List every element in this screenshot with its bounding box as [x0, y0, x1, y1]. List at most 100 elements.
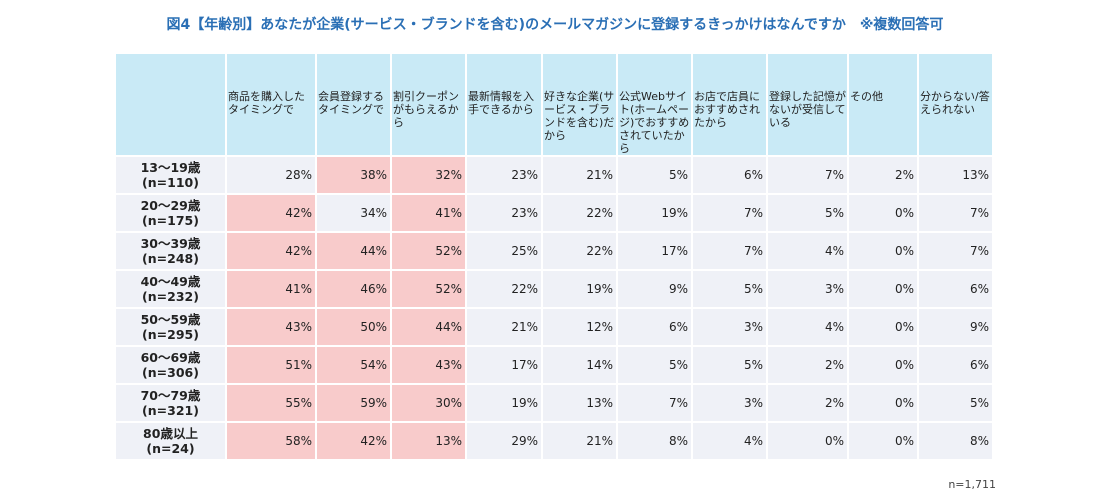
table-cell: 4%: [693, 423, 766, 459]
table-cell: 28%: [227, 157, 315, 193]
table-cell: 21%: [467, 309, 541, 345]
table-cell: 8%: [618, 423, 691, 459]
row-age-label: 40〜49歳: [140, 274, 201, 289]
table-cell: 21%: [543, 423, 616, 459]
table-cell: 3%: [693, 309, 766, 345]
table-cell: 29%: [467, 423, 541, 459]
table-cell: 7%: [693, 195, 766, 231]
table-cell: 43%: [227, 309, 315, 345]
corner-cell: [116, 54, 225, 155]
column-header-label: 会員登録するタイミングで: [318, 90, 384, 116]
table-cell: 42%: [317, 423, 390, 459]
row-sample-size: (n=306): [142, 365, 199, 380]
table-cell: 6%: [919, 347, 992, 383]
row-sample-size: (n=248): [142, 251, 199, 266]
row-header: 20〜29歳 (n=175): [116, 195, 225, 231]
column-header: 割引クーポンがもらえるから: [392, 54, 465, 155]
data-table: 商品を購入したタイミングで 会員登録するタイミングで 割引クーポンがもらえるから 最新…: [114, 52, 994, 461]
table-cell: 7%: [693, 233, 766, 269]
table-cell: 17%: [618, 233, 691, 269]
row-age-label: 13〜19歳: [140, 160, 201, 175]
table-cell: 7%: [618, 385, 691, 421]
table-cell: 44%: [392, 309, 465, 345]
table-cell: 19%: [543, 271, 616, 307]
table-cell: 12%: [543, 309, 616, 345]
table-row: 80歳以上 (n=24) 58% 42% 13% 29% 21% 8% 4% 0% 0% 8%: [116, 423, 992, 459]
column-header-label: お店で店員におすすめされたから: [694, 90, 760, 129]
table-cell: 13%: [543, 385, 616, 421]
table-cell: 5%: [618, 157, 691, 193]
row-header: 80歳以上 (n=24): [116, 423, 225, 459]
table-cell: 0%: [849, 423, 917, 459]
table-cell: 19%: [618, 195, 691, 231]
table-cell: 22%: [543, 195, 616, 231]
table-cell: 59%: [317, 385, 390, 421]
table-cell: 7%: [919, 233, 992, 269]
table-cell: 22%: [543, 233, 616, 269]
column-header-label: 最新情報を入手できるから: [468, 90, 534, 116]
table-cell: 14%: [543, 347, 616, 383]
column-header: その他: [849, 54, 917, 155]
row-sample-size: (n=24): [146, 441, 195, 456]
table-row: 70〜79歳 (n=321) 55% 59% 30% 19% 13% 7% 3% 2% 0% 5%: [116, 385, 992, 421]
table-cell: 42%: [227, 233, 315, 269]
row-header: 60〜69歳 (n=306): [116, 347, 225, 383]
table-cell: 32%: [392, 157, 465, 193]
table-cell: 21%: [543, 157, 616, 193]
column-header: 公式Webサイト(ホームページ)でおすすめされていたから: [618, 54, 691, 155]
column-header: 好きな企業(サービス・ブランドを含む)だから: [543, 54, 616, 155]
table-cell: 5%: [693, 347, 766, 383]
table-cell: 3%: [768, 271, 847, 307]
row-age-label: 30〜39歳: [140, 236, 201, 251]
row-age-label: 50〜59歳: [140, 312, 201, 327]
row-sample-size: (n=175): [142, 213, 199, 228]
table-cell: 13%: [919, 157, 992, 193]
table-cell: 0%: [849, 347, 917, 383]
row-header: 13〜19歳 (n=110): [116, 157, 225, 193]
table-cell: 50%: [317, 309, 390, 345]
table-cell: 0%: [849, 385, 917, 421]
table-cell: 52%: [392, 271, 465, 307]
table-cell: 42%: [227, 195, 315, 231]
column-header: お店で店員におすすめされたから: [693, 54, 766, 155]
table-row: 20〜29歳 (n=175) 42% 34% 41% 23% 22% 19% 7% 5% 0% 7%: [116, 195, 992, 231]
table-cell: 41%: [392, 195, 465, 231]
row-sample-size: (n=110): [142, 175, 199, 190]
table-cell: 54%: [317, 347, 390, 383]
table-cell: 46%: [317, 271, 390, 307]
table-cell: 5%: [768, 195, 847, 231]
table-row: 30〜39歳 (n=248) 42% 44% 52% 25% 22% 17% 7% 4% 0% 7%: [116, 233, 992, 269]
table-cell: 9%: [919, 309, 992, 345]
table-cell: 4%: [768, 309, 847, 345]
table-cell: 23%: [467, 195, 541, 231]
table-cell: 22%: [467, 271, 541, 307]
table-cell: 8%: [919, 423, 992, 459]
table-cell: 19%: [467, 385, 541, 421]
table-cell: 58%: [227, 423, 315, 459]
row-sample-size: (n=232): [142, 289, 199, 304]
table-cell: 2%: [768, 347, 847, 383]
table-cell: 41%: [227, 271, 315, 307]
chart-title: 図4【年齢別】あなたが企業(サービス・ブランドを含む)のメールマガジンに登録する…: [166, 17, 944, 33]
table-cell: 7%: [919, 195, 992, 231]
table-cell: 0%: [849, 233, 917, 269]
sample-size-note: n=1,711: [948, 478, 996, 491]
table-cell: 44%: [317, 233, 390, 269]
table-cell: 0%: [849, 309, 917, 345]
column-header-label: その他: [850, 90, 883, 103]
table-cell: 23%: [467, 157, 541, 193]
table-cell: 43%: [392, 347, 465, 383]
table-cell: 4%: [768, 233, 847, 269]
table-cell: 2%: [849, 157, 917, 193]
row-header: 70〜79歳 (n=321): [116, 385, 225, 421]
table-cell: 25%: [467, 233, 541, 269]
table-cell: 5%: [693, 271, 766, 307]
table-row: 50〜59歳 (n=295) 43% 50% 44% 21% 12% 6% 3% 4% 0% 9%: [116, 309, 992, 345]
column-header: 最新情報を入手できるから: [467, 54, 541, 155]
table-cell: 34%: [317, 195, 390, 231]
table-cell: 7%: [768, 157, 847, 193]
table-cell: 13%: [392, 423, 465, 459]
table-cell: 3%: [693, 385, 766, 421]
row-age-label: 70〜79歳: [140, 388, 201, 403]
table-cell: 9%: [618, 271, 691, 307]
